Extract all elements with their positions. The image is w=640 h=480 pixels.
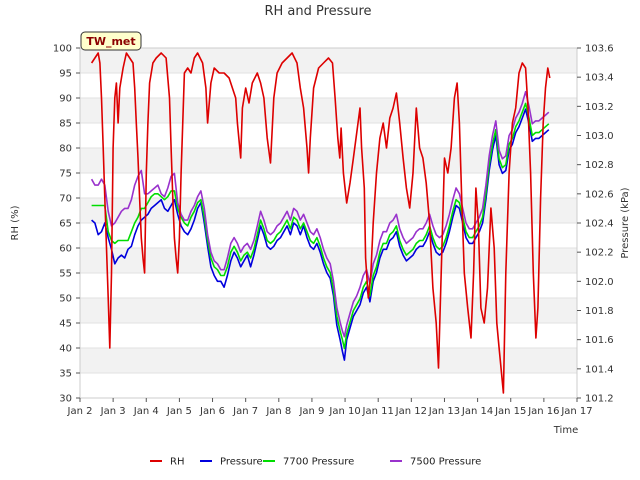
y-left-tick-label: 45: [59, 319, 72, 330]
axes: 30 35 40 45 50 55 60 65 70 75 80 85 90 95 100 101.2 101.…: [53, 44, 614, 418]
y-right-tick-label: 103.0: [585, 131, 614, 142]
plot-band: [80, 98, 577, 123]
series-layer: [90, 52, 551, 394]
y-left-tick-label: 65: [59, 219, 72, 230]
y-left-tick-label: 55: [59, 269, 72, 280]
legend-label: 7700 Pressure: [283, 457, 354, 468]
y-left-tick-label: 90: [59, 94, 72, 105]
x-tick-label: Jan 11: [362, 406, 394, 417]
x-tick-label: Jan 2: [67, 406, 93, 417]
legend: RH Pressure 7700 Pressure 7500 Pressure: [150, 457, 481, 468]
x-tick-label: Jan 14: [461, 406, 493, 417]
series-line-7500-pressure: [90, 90, 550, 338]
y-right-tick-label: 103.4: [585, 73, 614, 84]
station-badge-box: [80, 31, 142, 51]
plot-band: [80, 298, 577, 323]
legend-label: 7500 Pressure: [410, 457, 481, 468]
x-tick-label: Jan 6: [199, 406, 225, 417]
y-right-tick-label: 102.0: [585, 277, 614, 288]
y-left-tick-label: 40: [59, 344, 72, 355]
station-badge: TW_met: [80, 31, 142, 51]
legend-label: Pressure: [220, 457, 263, 468]
series-line-7700-pressure: [91, 102, 550, 350]
x-tick-label: Jan 12: [395, 406, 427, 417]
x-tick-label: Jan 4: [133, 406, 159, 417]
y-right-tick-label: 102.2: [585, 248, 614, 259]
x-axis-label: Time: [553, 425, 578, 436]
y-left-tick-label: 30: [59, 394, 72, 405]
y-left-tick-label: 70: [59, 194, 72, 205]
y-left-tick-label: 75: [59, 169, 72, 180]
y-left-tick-label: 50: [59, 294, 72, 305]
x-tick-label: Jan 15: [494, 406, 526, 417]
y-right-tick-label: 102.6: [585, 189, 614, 200]
y-right-tick-label: 101.8: [585, 306, 614, 317]
legend-label: RH: [170, 457, 184, 468]
y-axis-left-label: RH (%): [10, 205, 21, 240]
series-line-rh: [90, 52, 551, 394]
y-left-tick-label: 35: [59, 369, 72, 380]
x-tick-label: Jan 5: [166, 406, 192, 417]
y-left-tick-label: 85: [59, 119, 72, 130]
x-tick-label: Jan 8: [265, 406, 291, 417]
plot-band: [80, 148, 577, 173]
x-tick-label: Jan 7: [232, 406, 258, 417]
y-right-tick-label: 101.6: [585, 335, 614, 346]
series-line-pressure: [91, 108, 550, 361]
plot-band: [80, 198, 577, 223]
y-right-tick-label: 103.2: [585, 102, 614, 113]
y-left-tick-label: 100: [53, 44, 72, 55]
y-right-tick-label: 101.2: [585, 394, 614, 405]
x-tick-label: Jan 16: [527, 406, 559, 417]
plot-band: [80, 48, 577, 73]
y-left-tick-label: 80: [59, 144, 72, 155]
station-badge-label: TW_met: [86, 35, 135, 48]
x-tick-label: Jan 17: [560, 406, 592, 417]
x-tick-label: Jan 9: [298, 406, 324, 417]
y-right-tick-label: 101.4: [585, 364, 614, 375]
y-right-tick-label: 103.6: [585, 44, 614, 55]
chart-title: RH and Pressure: [264, 4, 371, 19]
x-tick-label: Jan 10: [328, 406, 360, 417]
y-left-tick-label: 60: [59, 244, 72, 255]
x-tick-label: Jan 13: [428, 406, 460, 417]
y-left-tick-label: 95: [59, 69, 72, 80]
y-right-tick-label: 102.8: [585, 160, 614, 171]
y-right-tick-label: 102.4: [585, 219, 614, 230]
x-tick-label: Jan 3: [100, 406, 126, 417]
plot-band: [80, 348, 577, 373]
y-axis-right-label: Pressure (kPa): [620, 187, 631, 258]
